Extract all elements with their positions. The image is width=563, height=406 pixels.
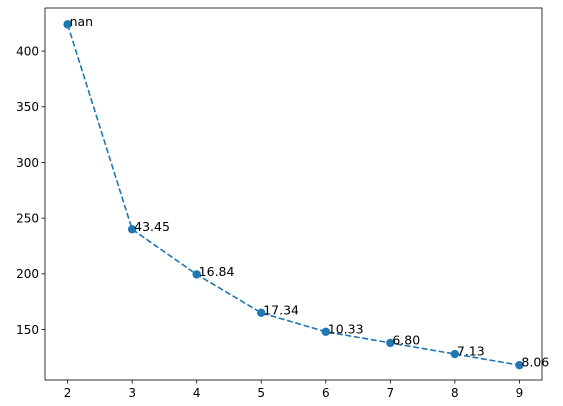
- x-tick-label: 7: [386, 386, 394, 400]
- data-label: 10.33: [328, 321, 364, 336]
- y-tick-label: 150: [16, 323, 39, 337]
- data-point: [63, 20, 72, 29]
- x-tick-label: 8: [451, 386, 459, 400]
- data-label: 8.06: [521, 355, 549, 370]
- y-tick-label: 300: [16, 156, 39, 170]
- data-point: [257, 308, 266, 318]
- data-label: 7.13: [457, 344, 485, 359]
- x-tick-label: 2: [64, 386, 72, 400]
- plot-area: [63, 20, 524, 370]
- x-axis: 2 3 4 5 6 7 8 9: [64, 380, 523, 400]
- data-point: [127, 225, 137, 234]
- y-axis: 150 200 250 300 350 400: [16, 44, 45, 337]
- y-tick-label: 400: [16, 44, 39, 58]
- data-point: [386, 338, 395, 348]
- data-point: [321, 327, 330, 336]
- data-label: 17.34: [263, 302, 299, 317]
- x-tick-label: 5: [257, 386, 265, 400]
- series-line: [66, 24, 520, 366]
- x-tick-label: 9: [516, 386, 524, 400]
- data-label: 16.84: [199, 264, 235, 279]
- y-tick-label: 350: [16, 100, 39, 114]
- x-tick-label: 6: [322, 386, 330, 400]
- data-point: [515, 360, 524, 370]
- axes-frame: [44, 7, 543, 381]
- x-tick-label: 3: [128, 386, 136, 400]
- data-label: 6.80: [392, 332, 420, 347]
- data-labels: nan 43.45 16.84 17.34 10.33 6.80 7.13 8.06: [70, 14, 550, 370]
- data-label: 43.45: [134, 219, 170, 234]
- y-tick-label: 200: [16, 267, 39, 281]
- x-tick-label: 4: [193, 386, 201, 400]
- data-point: [192, 270, 201, 279]
- data-label: nan: [70, 14, 94, 29]
- data-point: [450, 349, 460, 359]
- y-tick-label: 250: [16, 211, 39, 225]
